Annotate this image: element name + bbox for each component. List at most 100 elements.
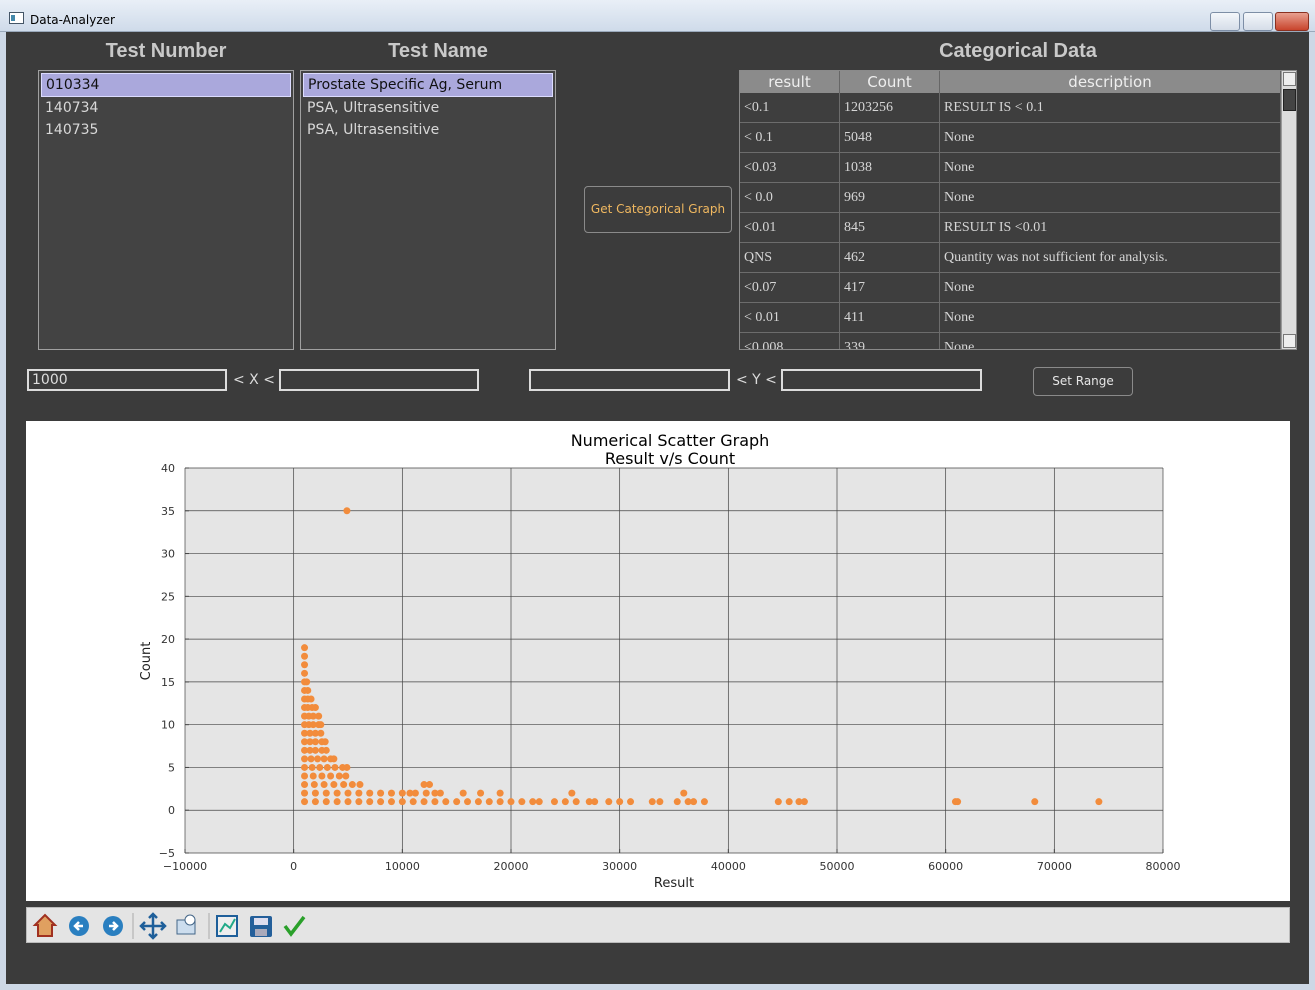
x-tick-label: 20000 xyxy=(494,860,529,873)
data-point xyxy=(301,755,309,763)
data-point xyxy=(322,798,330,806)
x-tick-label: 50000 xyxy=(820,860,855,873)
data-point xyxy=(398,798,406,806)
data-point xyxy=(605,798,613,806)
data-point xyxy=(800,798,808,806)
data-point xyxy=(690,798,698,806)
column-header: Count xyxy=(840,71,940,93)
y-tick-label: 30 xyxy=(161,548,175,561)
x-min-input[interactable]: 1000 xyxy=(27,369,227,391)
categorical-header: Categorical Data xyxy=(939,40,1097,62)
data-point xyxy=(507,798,515,806)
data-point xyxy=(535,798,543,806)
data-point xyxy=(301,763,309,771)
data-point xyxy=(311,704,319,712)
x-tick-label: 10000 xyxy=(385,860,420,873)
window-title: Data-Analyzer xyxy=(30,13,115,27)
y-tick-label: −5 xyxy=(159,847,175,860)
data-point xyxy=(344,798,352,806)
data-point xyxy=(459,789,467,797)
data-point xyxy=(309,721,317,729)
pan-button[interactable] xyxy=(139,912,167,940)
x-max-input[interactable] xyxy=(279,369,479,391)
scrollbar[interactable] xyxy=(1281,71,1296,349)
data-point xyxy=(306,729,314,737)
column-header: description xyxy=(940,71,1281,93)
table-cell: < 0.1 xyxy=(740,123,840,153)
data-point xyxy=(309,712,317,720)
chart-title: Numerical Scatter Graph xyxy=(571,431,770,450)
test-name-header: Test Name xyxy=(388,40,488,62)
data-point xyxy=(333,789,341,797)
forward-button[interactable] xyxy=(103,916,123,936)
data-point xyxy=(331,763,339,771)
set-range-button[interactable]: Set Range xyxy=(1033,367,1133,396)
table-cell: <0.008 xyxy=(740,333,840,349)
categorical-graph-button[interactable]: Get Categorical Graph xyxy=(584,186,732,233)
zoom-button[interactable] xyxy=(176,914,196,935)
data-point xyxy=(496,789,504,797)
data-point xyxy=(420,781,428,789)
y-tick-label: 25 xyxy=(161,590,175,603)
data-point xyxy=(464,798,472,806)
y-min-input[interactable] xyxy=(529,369,730,391)
data-point xyxy=(301,798,309,806)
list-item[interactable]: 140735 xyxy=(45,122,99,138)
table-cell: QNS xyxy=(740,243,840,273)
subplots-button[interactable] xyxy=(216,915,238,937)
data-point xyxy=(774,798,782,806)
data-point xyxy=(301,789,309,797)
data-point xyxy=(343,507,351,515)
back-button[interactable] xyxy=(69,916,89,936)
data-point xyxy=(301,772,309,780)
close-button[interactable] xyxy=(1275,12,1309,31)
table-cell: 339 xyxy=(840,333,940,349)
data-point xyxy=(311,789,319,797)
data-point xyxy=(310,781,318,789)
data-point xyxy=(320,755,328,763)
maximize-button[interactable] xyxy=(1243,12,1273,31)
table-cell: <0.1 xyxy=(740,93,840,123)
list-item[interactable]: Prostate Specific Ag, Serum xyxy=(303,73,553,97)
data-point xyxy=(308,763,316,771)
apply-button[interactable] xyxy=(283,915,306,937)
table-cell: 417 xyxy=(840,273,940,303)
y-range-label: < Y < xyxy=(736,372,777,388)
list-item[interactable]: 140734 xyxy=(45,100,99,116)
table-cell: None xyxy=(940,153,1281,183)
data-point xyxy=(411,789,419,797)
list-item[interactable]: PSA, Ultrasensitive xyxy=(307,122,440,138)
plot-area xyxy=(185,468,1163,853)
y-tick-label: 5 xyxy=(168,761,175,774)
data-point xyxy=(377,789,385,797)
data-point xyxy=(320,781,328,789)
table-cell: RESULT IS <0.01 xyxy=(940,213,1281,243)
save-button[interactable] xyxy=(250,916,272,937)
data-point xyxy=(327,772,335,780)
y-tick-label: 0 xyxy=(168,804,175,817)
data-point xyxy=(317,729,325,737)
x-tick-label: 80000 xyxy=(1146,860,1181,873)
data-point xyxy=(303,678,311,686)
data-point xyxy=(561,798,569,806)
data-point xyxy=(344,789,352,797)
data-point xyxy=(311,746,319,754)
data-point xyxy=(785,798,793,806)
data-point xyxy=(330,781,338,789)
data-point xyxy=(306,746,314,754)
home-button[interactable] xyxy=(32,913,58,937)
data-point xyxy=(591,798,599,806)
data-point xyxy=(343,763,351,771)
y-max-input[interactable] xyxy=(781,369,982,391)
x-range-label: < X < xyxy=(233,372,275,388)
scatter-chart: Numerical Scatter Graph Result v/s Count… xyxy=(26,421,1290,901)
list-item[interactable]: PSA, Ultrasensitive xyxy=(307,100,440,116)
test-name-list[interactable]: Prostate Specific Ag, Serum PSA, Ultrasen… xyxy=(300,70,556,350)
list-item[interactable]: 010334 xyxy=(41,73,291,97)
data-point xyxy=(309,772,317,780)
x-axis-label: Result xyxy=(654,876,694,891)
test-number-list[interactable]: 010334 140734 140735 xyxy=(38,70,294,350)
data-point xyxy=(550,798,558,806)
data-point xyxy=(301,652,309,660)
minimize-button[interactable] xyxy=(1210,12,1240,31)
